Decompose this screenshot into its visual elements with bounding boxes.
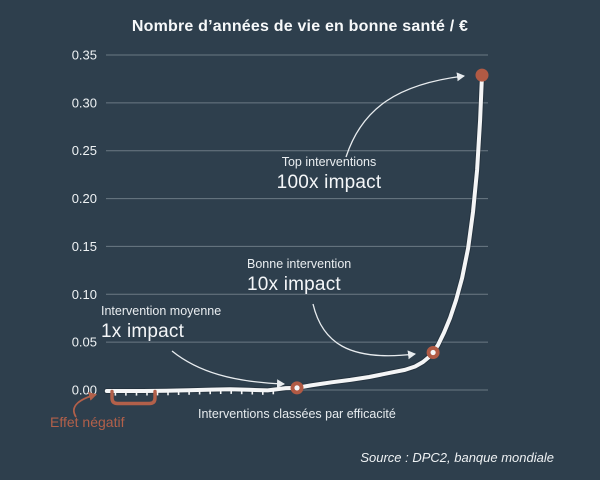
y-axis-tick-label: 0.35	[72, 48, 97, 63]
y-axis-tick-label: 0.10	[72, 287, 97, 302]
y-axis-tick-label: 0.15	[72, 239, 97, 254]
y-axis-tick-label: 0.25	[72, 143, 97, 158]
annotation-moyenne-label: Intervention moyenne	[101, 304, 222, 318]
efficiency-curve-shadow	[103, 72, 485, 394]
curve-group	[103, 72, 485, 394]
annotation-top-label: Top interventions	[281, 155, 377, 169]
arrow-bonne-intervention	[312, 303, 416, 360]
y-axis-labels-group: 0.350.300.250.200.150.100.050.00	[72, 48, 97, 398]
annotation-intervention-moyenne: Intervention moyenne 1x impact	[101, 304, 221, 342]
top-intervention-point	[475, 68, 489, 82]
efficiency-curve	[104, 73, 484, 393]
annotation-moyenne-impact: 1x impact	[101, 321, 185, 342]
y-axis-tick-label: 0.30	[72, 95, 97, 110]
arrow-top-interventions	[345, 72, 465, 158]
average-intervention-point-center	[294, 385, 300, 391]
data-points-group	[290, 68, 489, 395]
y-axis-tick-label: 0.05	[72, 335, 97, 350]
annotation-effet-negatif: Effet négatif	[50, 414, 125, 430]
annotation-top-impact: 100x impact	[276, 172, 382, 193]
source-caption: Source : DPC2, banque mondiale	[360, 450, 554, 465]
negative-effect-bracket	[110, 389, 157, 406]
x-axis-label: Interventions classées par efficacité	[198, 407, 396, 421]
y-axis-tick-label: 0.20	[72, 191, 97, 206]
annotation-bonne-intervention: Bonne intervention 10x impact	[247, 257, 351, 295]
rank-ticks-group	[114, 390, 275, 396]
chart-title: Nombre d’années de vie en bonne santé / …	[131, 18, 469, 35]
arrow-intervention-moyenne	[171, 350, 285, 389]
good-intervention-point-center	[430, 349, 436, 356]
annotation-bonne-label: Bonne intervention	[247, 257, 352, 271]
annotation-top-interventions: Top interventions 100x impact	[268, 155, 390, 193]
arrow-effet-negatif	[73, 392, 97, 418]
annotation-bonne-impact: 10x impact	[247, 274, 341, 295]
